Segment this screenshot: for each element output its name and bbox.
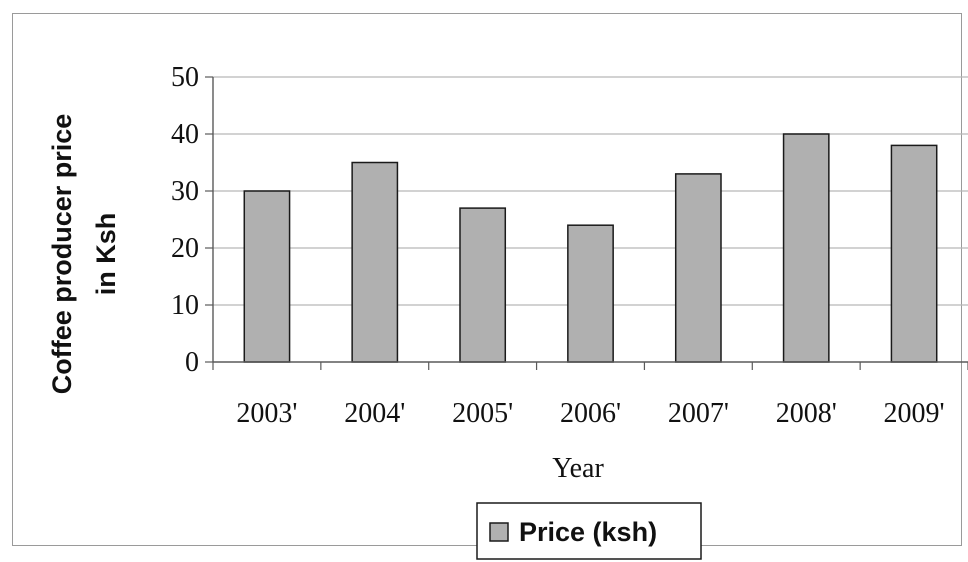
- bars: [243, 133, 938, 363]
- y-tick-label: 30: [171, 176, 199, 207]
- y-tick-labels: 0 10 20 30 40 50: [171, 62, 199, 378]
- x-axis-title: Year: [552, 453, 604, 484]
- grid-lines: [213, 76, 968, 306]
- bar: [243, 190, 291, 363]
- x-tick-labels: 2003' 2004' 2005' 2006' 2007' 2008' 2009': [236, 398, 944, 429]
- chart-frame: 0 10 20 30 40 50 2003' 2004' 2005' 2006' 2007' 200…: [12, 13, 968, 560]
- bar: [890, 144, 938, 363]
- bar: [674, 173, 722, 363]
- y-tick-label: 40: [171, 119, 199, 150]
- y-tick-label: 50: [171, 62, 199, 93]
- x-tick-label: 2006': [560, 398, 621, 429]
- x-tick-label: 2004': [344, 398, 405, 429]
- y-tick-label: 0: [185, 347, 199, 378]
- y-axis-title: Coffee producer price in Ksh: [47, 114, 121, 395]
- bar: [351, 161, 399, 363]
- bar: [459, 207, 507, 363]
- bar: [782, 133, 830, 363]
- x-tick-label: 2003': [236, 398, 297, 429]
- x-tick-label: 2008': [776, 398, 837, 429]
- legend-swatch: [489, 522, 509, 542]
- x-tick-label: 2007': [668, 398, 729, 429]
- axes: [205, 76, 968, 370]
- y-tick-label: 10: [171, 290, 199, 321]
- bar: [567, 224, 614, 363]
- y-axis-title-line-1: Coffee producer price: [47, 114, 77, 395]
- y-tick-label: 20: [171, 233, 199, 264]
- x-tick-label: 2005': [452, 398, 513, 429]
- y-axis-title-line-2: in Ksh: [91, 213, 121, 296]
- legend: Price (ksh): [476, 502, 702, 560]
- x-tick-label: 2009': [884, 398, 945, 429]
- legend-label: Price (ksh): [519, 517, 657, 547]
